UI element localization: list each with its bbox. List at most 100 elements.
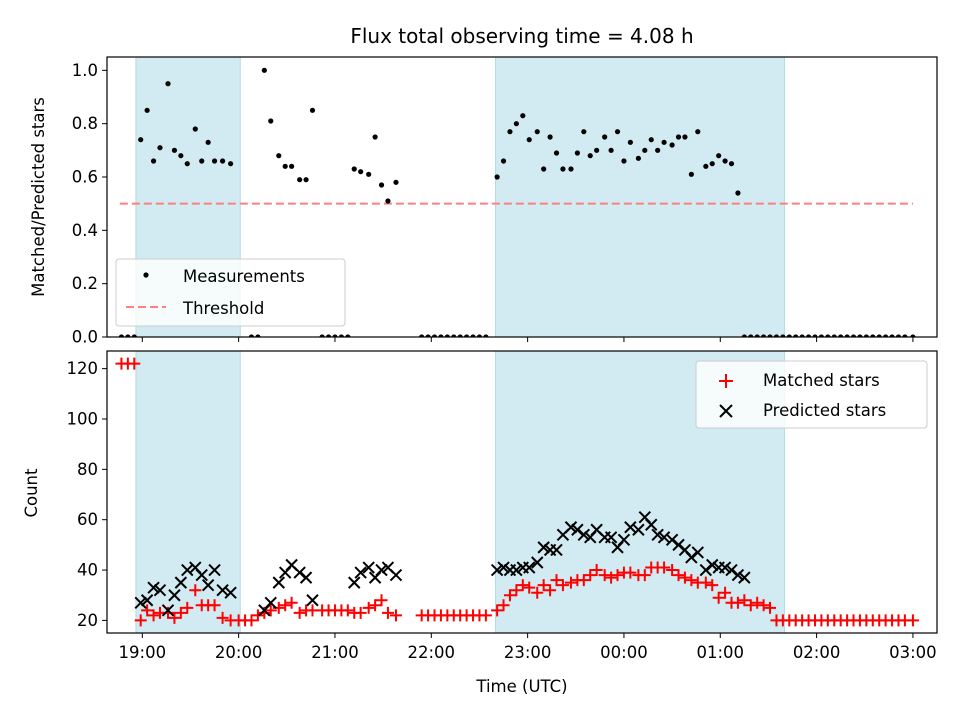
measurement-point: [282, 163, 288, 169]
predicted-stars-point: [738, 571, 751, 584]
predicted-stars-point: [134, 596, 147, 609]
matched-stars-point: [189, 584, 202, 597]
matched-stars-point: [362, 601, 375, 614]
matched-stars-point: [168, 611, 181, 624]
matched-stars-point: [531, 586, 544, 599]
measurement-point: [574, 150, 580, 156]
matched-stars-point: [757, 599, 770, 612]
matched-stars-point: [598, 569, 611, 582]
predicted-stars-point: [195, 568, 208, 582]
measurement-point: [541, 166, 547, 172]
measurement-point: [895, 334, 902, 337]
measurement-point: [857, 334, 863, 337]
matched-stars-point: [523, 581, 536, 594]
ratio-legend: Measurements Threshold: [115, 258, 346, 327]
measurement-point: [534, 129, 540, 135]
ratio-observing-window-2: [495, 57, 785, 337]
matched-stars-point: [264, 604, 277, 617]
measurement-point: [457, 334, 463, 337]
measurement-point: [587, 153, 593, 159]
measurement-point: [309, 107, 316, 113]
measurement-point: [332, 334, 338, 337]
measurement-point: [500, 158, 507, 164]
matched-stars-point: [712, 591, 725, 604]
measurement-point: [338, 334, 344, 337]
predicted-stars-point: [577, 528, 591, 542]
count-y-tick-label: 40: [77, 561, 98, 580]
ratio-axes-frame: [106, 56, 938, 338]
measurement-point: [131, 334, 137, 337]
measurement-point: [761, 334, 767, 337]
measurement-point: [627, 139, 633, 145]
count-x-tick-label: 22:00: [408, 643, 456, 662]
measurement-point: [211, 158, 218, 164]
matched-stars-point: [699, 576, 712, 589]
measurement-point: [688, 171, 694, 177]
count-x-tick-label: 00:00: [600, 643, 648, 662]
predicted-stars-point: [617, 533, 631, 547]
count-x-tick-label: 03:00: [889, 643, 937, 662]
ratio-marks: [118, 67, 916, 337]
predicted-stars-point: [389, 568, 403, 582]
measurement-point: [844, 334, 850, 337]
measurement-point: [199, 158, 205, 164]
predicted-stars-point: [299, 571, 313, 584]
count-y-tick-label: 60: [77, 510, 98, 529]
predicted-stars-point: [161, 604, 175, 617]
measurement-point: [419, 334, 425, 337]
predicted-stars-point: [537, 541, 550, 554]
measurement-point: [773, 334, 780, 337]
measurement-point: [661, 139, 667, 145]
matched-stars-point: [624, 566, 637, 579]
matched-stars-point: [497, 599, 510, 612]
count-x-tick-label: 02:00: [793, 643, 841, 662]
measurement-point: [793, 334, 799, 337]
predicted-stars-point: [174, 576, 188, 589]
predicted-stars-point: [691, 546, 705, 559]
ratio-y-tick-label: 1.0: [72, 61, 98, 80]
measurement-point: [655, 147, 661, 153]
measurement-point: [476, 334, 483, 337]
ratio-y-tick-label: 0.0: [72, 328, 98, 347]
measurement-point: [748, 334, 754, 337]
measurement-point: [812, 334, 818, 337]
measurement-point: [716, 153, 722, 159]
predicted-stars-point: [272, 576, 285, 589]
predicted-stars-point: [550, 543, 563, 557]
matched-stars-point: [719, 586, 732, 599]
matched-stars-point: [389, 609, 402, 622]
matched-stars-point: [550, 574, 563, 587]
measurement-point: [831, 334, 837, 337]
matched-stars-point: [375, 594, 388, 607]
measurement-point: [425, 334, 431, 337]
count-axes-frame: [106, 350, 938, 634]
matched-legend-label: Matched stars: [763, 371, 880, 390]
predicted-stars-point: [224, 586, 237, 599]
measurement-point: [319, 334, 325, 337]
matched-stars-point: [141, 604, 154, 617]
predicted-stars-point: [348, 576, 361, 589]
measurement-point: [850, 334, 857, 337]
matched-stars-point: [134, 614, 147, 627]
measurement-point: [248, 334, 255, 337]
measurement-point: [366, 171, 372, 177]
measurement-point: [602, 134, 608, 140]
measurement-point: [138, 137, 144, 143]
predicted-stars-point: [651, 528, 664, 542]
measurement-point: [438, 334, 444, 337]
measurement-point: [451, 334, 457, 337]
measurement-point: [268, 118, 274, 124]
measurement-point: [594, 147, 600, 153]
measurement-point: [728, 161, 735, 167]
measurement-point: [297, 177, 303, 183]
measurement-point: [675, 134, 682, 140]
threshold-legend-label: Threshold: [182, 299, 264, 318]
matched-stars-point: [279, 599, 292, 612]
measurement-point: [560, 166, 566, 172]
predicted-stars-point: [153, 583, 167, 597]
predicted-stars-point: [181, 563, 194, 577]
ratio-y-tick-label: 0.2: [72, 274, 98, 293]
matched-stars-point: [245, 614, 258, 627]
measurement-point: [228, 161, 234, 167]
predicted-stars-point: [632, 523, 645, 536]
